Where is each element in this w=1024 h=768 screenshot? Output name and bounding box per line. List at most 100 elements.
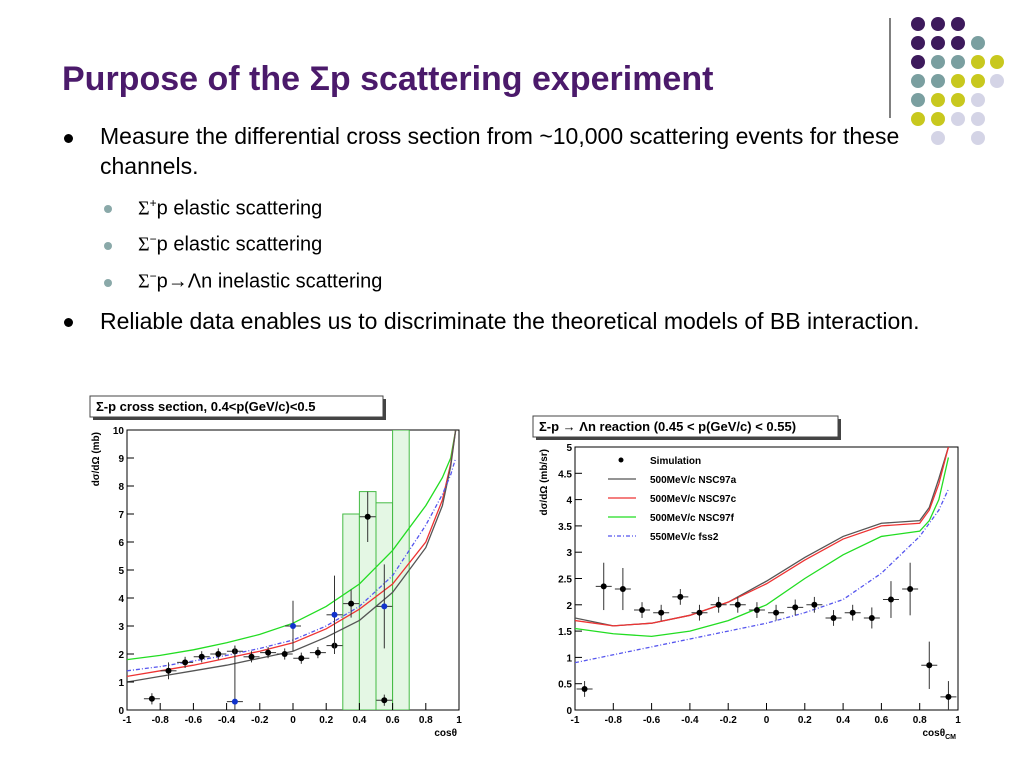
point [677, 593, 684, 600]
x-tick-label: 0.4 [352, 715, 366, 726]
point [619, 586, 626, 593]
y-tick-label: 2.5 [558, 575, 572, 586]
x-tick-label: -0.2 [720, 715, 738, 726]
x-tick-label: -0.8 [605, 715, 623, 726]
bullet-dot [64, 318, 73, 327]
point [165, 667, 172, 674]
y-tick-label: 4.5 [558, 469, 572, 480]
point [182, 659, 189, 666]
y-tick-label: 10 [113, 426, 125, 437]
legend-label: 500MeV/c NSC97a [650, 475, 737, 486]
superscript: − [149, 232, 157, 246]
x-tick-label: -1 [571, 715, 580, 726]
point [381, 697, 388, 704]
point [265, 649, 272, 656]
point [907, 586, 914, 593]
x-axis-label-sub: CM [945, 734, 956, 741]
point [849, 609, 856, 616]
point [581, 685, 588, 692]
x-tick-label: 0 [290, 715, 296, 726]
x-tick-label: 0.6 [386, 715, 400, 726]
point [281, 651, 288, 657]
legend-label: 550MeV/c fss2 [650, 532, 719, 543]
x-axis-label-main: cosθ [922, 728, 945, 739]
point [773, 609, 780, 616]
point [945, 693, 952, 700]
title-box [89, 395, 384, 418]
chart: Σ-p cross section, 0.4<p(GeV/c)<0.5 -1 -0.… [89, 395, 462, 739]
legend-label: 500MeV/c NSC97c [650, 494, 737, 505]
decor-dots [911, 17, 1004, 145]
text: p elastic scattering [156, 233, 323, 256]
sub-bullet-dot [104, 205, 112, 213]
symbol: Σ [138, 270, 150, 293]
x-tick-label: -0.8 [152, 715, 170, 726]
point [868, 614, 875, 621]
chart-title: Σ-p cross section, 0.4<p(GeV/c)<0.5 [96, 399, 316, 414]
point [381, 603, 388, 610]
y-axis-label: dσ/dΩ (mb) [91, 432, 102, 486]
point [290, 623, 296, 629]
legend-label: Simulation [650, 456, 701, 467]
sub-bullet-dot [104, 279, 112, 287]
x-axis-label-main: cosθ [434, 728, 457, 739]
plot [127, 430, 457, 710]
y-tick-label: 0.5 [558, 680, 572, 691]
point [148, 695, 155, 702]
y-tick-label: 1.5 [558, 627, 572, 638]
x-tick-label: -0.2 [251, 715, 269, 726]
point [331, 611, 338, 618]
point [198, 653, 205, 660]
point [696, 609, 703, 616]
y-tick-label: 2 [566, 601, 572, 612]
title-box [532, 415, 839, 438]
curve [127, 430, 457, 678]
y-tick-label: 5 [118, 566, 124, 577]
point [215, 651, 222, 657]
legend-marker [618, 457, 624, 463]
superscript: − [149, 269, 157, 283]
point [248, 653, 255, 660]
y-tick-label: 8 [118, 482, 124, 493]
x-tick-label: -0.4 [218, 715, 236, 726]
x-tick-label: -0.4 [681, 715, 699, 726]
y-tick-label: 1 [566, 653, 572, 664]
y-tick-label: 1 [118, 678, 124, 689]
point [639, 607, 646, 614]
point [364, 513, 371, 520]
point [715, 601, 722, 608]
sub-bullet: Σ−p elastic scattering [138, 232, 322, 257]
y-tick-label: 9 [118, 454, 124, 465]
bullet: Reliable data enables us to discriminate… [100, 308, 920, 334]
point [314, 649, 321, 656]
y-tick-label: 2 [118, 650, 124, 661]
point [658, 609, 665, 616]
x-tick-label: 0.8 [913, 715, 927, 726]
sub-bullet: Σ−p→Λn inelastic scattering [138, 269, 382, 294]
x-tick-label: -0.6 [643, 715, 661, 726]
x-tick-label: 0.6 [874, 715, 888, 726]
curve [127, 430, 457, 661]
y-tick-label: 0 [118, 706, 124, 717]
curve [127, 457, 457, 672]
x-tick-label: 0.2 [319, 715, 333, 726]
point [887, 596, 894, 603]
x-tick-label: -0.6 [185, 715, 203, 726]
point [734, 601, 741, 608]
curve [575, 457, 950, 638]
legend-label: 500MeV/c NSC97f [650, 513, 735, 524]
x-tick-label: 1 [456, 715, 462, 726]
point [231, 698, 238, 705]
x-tick-label: -1 [123, 715, 132, 726]
curve [575, 488, 950, 664]
y-tick-label: 7 [118, 510, 124, 521]
x-tick-label: 0 [764, 715, 770, 726]
symbol: Σ [138, 197, 150, 220]
y-tick-label: 6 [118, 538, 124, 549]
superscript: + [149, 196, 157, 210]
point [753, 607, 760, 614]
x-axis-label: cosθCM [922, 728, 956, 741]
x-tick-label: 0.4 [836, 715, 850, 726]
